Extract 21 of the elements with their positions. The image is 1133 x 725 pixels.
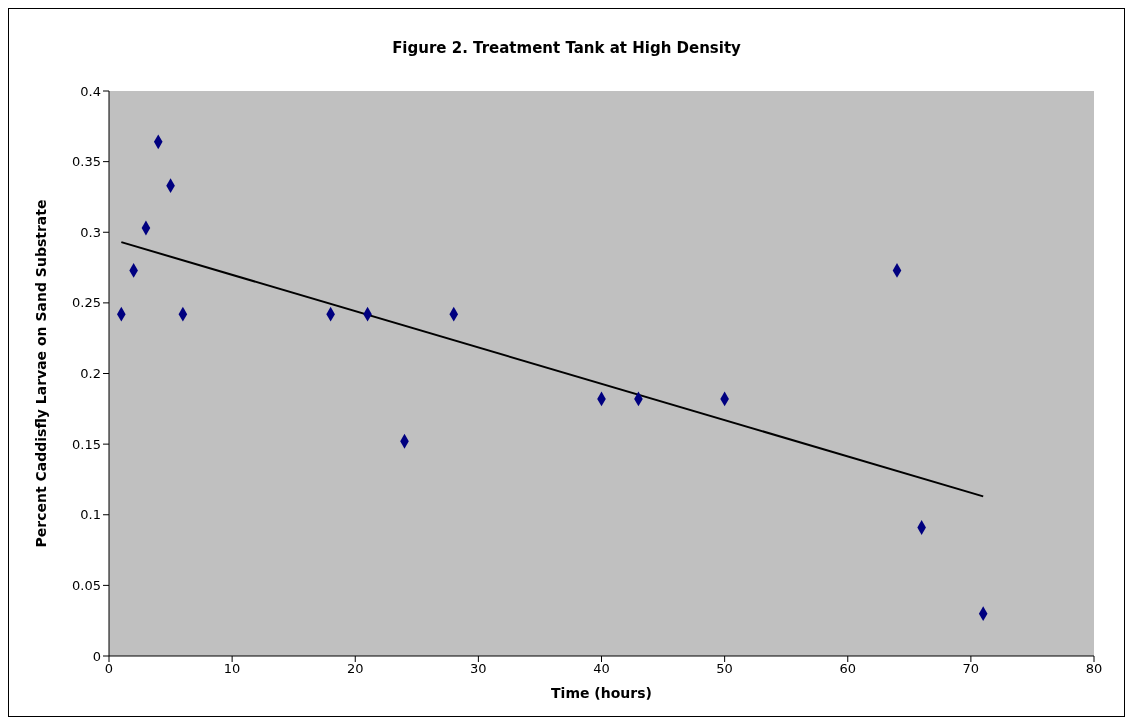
x-tick-label: 60 xyxy=(839,661,857,677)
x-tick-label: 0 xyxy=(104,661,114,677)
chart-title: Figure 2. Treatment Tank at High Density xyxy=(391,38,742,59)
x-tick-label: 10 xyxy=(223,661,241,677)
x-tick-label: 80 xyxy=(1085,661,1103,677)
y-axis-title: Percent Caddisfly Larvae on Sand Substrate xyxy=(32,199,49,548)
y-tick-label: 0.25 xyxy=(72,295,101,311)
y-tick-label: 0.3 xyxy=(80,224,101,240)
x-tick-label: 50 xyxy=(716,661,733,677)
y-tick-label: 0.15 xyxy=(72,436,101,452)
y-tick-label: 0.35 xyxy=(72,154,101,170)
y-tick-label: 0 xyxy=(92,648,101,664)
x-tick-label: 20 xyxy=(346,661,364,677)
y-tick-label: 0.4 xyxy=(80,83,101,99)
y-tick-label: 0.1 xyxy=(80,507,101,523)
x-tick-label: 70 xyxy=(962,661,980,677)
y-tick-label: 0.2 xyxy=(80,366,101,382)
x-tick-label: 30 xyxy=(470,661,487,677)
x-tick-label: 40 xyxy=(593,661,610,677)
x-axis-title: Time (hours) xyxy=(551,685,652,701)
y-tick-label: 0.05 xyxy=(72,577,101,593)
